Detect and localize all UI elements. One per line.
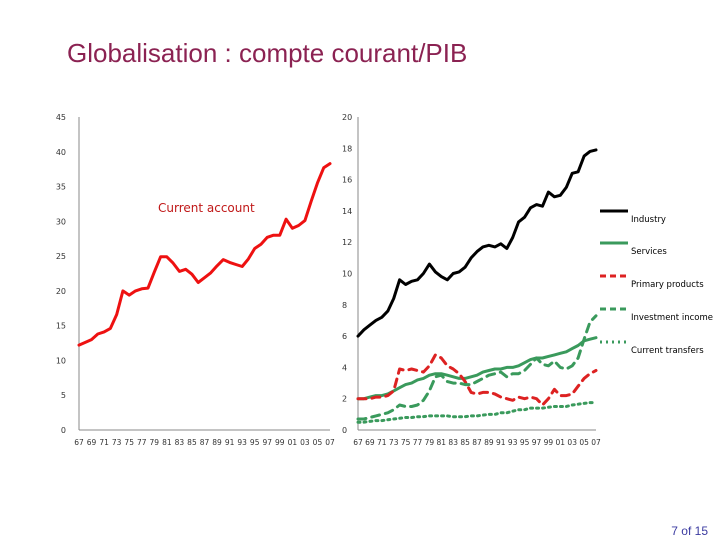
left-y-tick-label: 45	[56, 113, 66, 122]
legend-label: Services	[631, 247, 667, 257]
series-line-investment-income	[356, 314, 598, 421]
left-x-tick-label: 73	[112, 438, 122, 447]
left-y-tick-label: 40	[56, 148, 66, 157]
right-x-tick-label: 79	[425, 438, 435, 447]
right-x-tick-label: 03	[567, 438, 577, 447]
right-x-tick-label: 81	[437, 438, 447, 447]
series-line-primary-products	[356, 353, 598, 407]
series-line-industry	[356, 148, 598, 338]
right-x-tick-label: 93	[508, 438, 518, 447]
left-y-tick-label: 10	[56, 356, 66, 365]
legend: Industry Services Primary products Investme…	[600, 209, 713, 356]
left-y-tick-label: 15	[56, 322, 66, 331]
legend-item-current-transfers: Current transfers	[600, 340, 704, 356]
legend-label: Current transfers	[631, 346, 704, 356]
left-x-tick-label: 95	[250, 438, 260, 447]
legend-item-primary-products: Primary products	[600, 274, 704, 290]
right-x-tick-label: 99	[544, 438, 554, 447]
legend-item-services: Services	[600, 241, 667, 257]
right-y-tick-label: 0	[342, 426, 347, 435]
right-y-tick-label: 18	[342, 144, 352, 153]
left-x-tick-label: 99	[275, 438, 285, 447]
right-y-tick-label: 10	[342, 270, 352, 279]
series-line-current-transfers	[356, 401, 598, 424]
legend-item-investment-income: Investment income	[600, 307, 713, 323]
left-x-tick-label: 85	[187, 438, 197, 447]
left-x-tick-label: 75	[124, 438, 134, 447]
right-y-tick-label: 12	[342, 238, 352, 247]
left-x-tick-label: 93	[237, 438, 247, 447]
right-x-tick-label: 67	[353, 438, 363, 447]
left-x-tick-label: 81	[162, 438, 172, 447]
right-x-tick-label: 05	[579, 438, 589, 447]
right-y-tick-label: 6	[342, 332, 347, 341]
page-number: 7 of 15	[671, 524, 708, 538]
right-x-tick-label: 07	[591, 438, 601, 447]
right-y-tick-label: 4	[342, 363, 347, 372]
left-x-tick-label: 05	[313, 438, 323, 447]
slide-title: Globalisation : compte courant/PIB	[67, 38, 468, 68]
components-chart: 0 2 4 6 8 10 12 14 16 18 20 67 69 71 73 75 77 79 81 83 85 87 8…	[342, 113, 713, 447]
left-x-tick-label: 03	[300, 438, 310, 447]
right-x-tick-label: 01	[556, 438, 566, 447]
left-x-tick-label: 89	[212, 438, 222, 447]
right-x-tick-label: 87	[472, 438, 482, 447]
right-x-tick-label: 91	[496, 438, 506, 447]
right-y-tick-label: 8	[342, 301, 347, 310]
legend-label: Industry	[631, 215, 666, 225]
left-x-tick-label: 97	[262, 438, 272, 447]
left-x-tick-label: 01	[288, 438, 298, 447]
right-y-tick-label: 14	[342, 207, 352, 216]
right-x-tick-label: 71	[377, 438, 387, 447]
current-account-annotation: Current account	[158, 201, 255, 215]
left-x-tick-label: 07	[325, 438, 335, 447]
left-y-tick-label: 20	[56, 287, 66, 296]
right-y-tick-label: 20	[342, 113, 352, 122]
series-line-current-account	[77, 162, 332, 347]
right-x-tick-label: 85	[460, 438, 470, 447]
left-y-tick-label: 35	[56, 183, 66, 192]
left-y-tick-label: 0	[61, 426, 66, 435]
legend-item-industry: Industry	[600, 209, 666, 225]
right-x-tick-label: 69	[365, 438, 375, 447]
left-x-tick-label: 79	[150, 438, 160, 447]
right-x-tick-label: 95	[520, 438, 530, 447]
left-y-tick-label: 25	[56, 252, 66, 261]
series-line-services	[356, 336, 598, 401]
right-x-tick-label: 89	[484, 438, 494, 447]
left-x-tick-label: 87	[200, 438, 210, 447]
right-y-tick-label: 2	[342, 395, 347, 404]
legend-label: Primary products	[631, 280, 704, 290]
right-x-tick-label: 75	[401, 438, 411, 447]
left-x-tick-label: 67	[74, 438, 84, 447]
right-x-tick-label: 83	[448, 438, 458, 447]
right-y-tick-label: 16	[342, 176, 352, 185]
left-x-tick-label: 77	[137, 438, 147, 447]
left-y-tick-label: 5	[61, 391, 66, 400]
right-x-tick-label: 73	[389, 438, 399, 447]
right-x-tick-label: 77	[413, 438, 423, 447]
left-x-tick-label: 71	[99, 438, 109, 447]
left-x-tick-label: 69	[87, 438, 97, 447]
left-x-tick-label: 91	[225, 438, 235, 447]
left-x-tick-label: 83	[175, 438, 185, 447]
left-y-tick-label: 30	[56, 217, 66, 226]
legend-label: Investment income	[631, 313, 713, 323]
right-x-tick-label: 97	[532, 438, 542, 447]
